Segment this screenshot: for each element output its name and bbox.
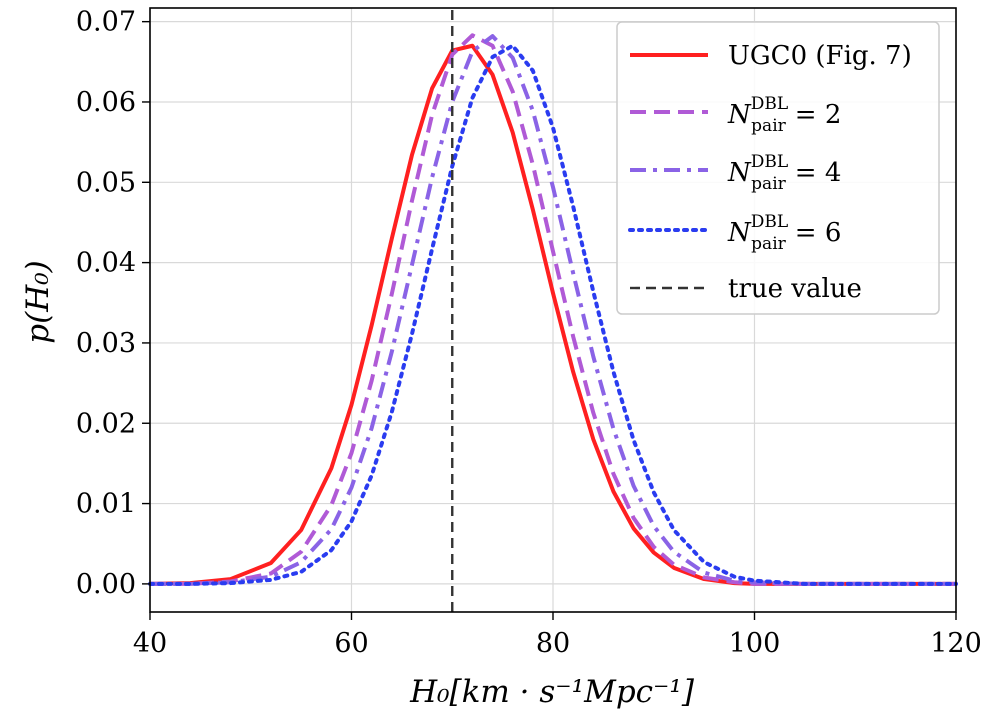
curves: [148, 8, 958, 612]
x-axis-label: H₀[km · s⁻¹Mpc⁻¹]: [409, 674, 695, 710]
legend-box: [616, 21, 940, 315]
x-tick-label: 120: [930, 628, 982, 659]
y-tick-label: 0.02: [76, 408, 136, 439]
x-tick-label: 80: [536, 628, 570, 659]
x-tick-label: 40: [133, 628, 167, 659]
legend-label: true value: [728, 274, 862, 304]
legend: UGC0 (Fig. 7) NDBL pair = 2 NDBL pair = 4 NDBL p…: [616, 21, 940, 315]
legend-label: NDBL pair = 2: [727, 94, 841, 136]
ticks: [142, 20, 957, 620]
legend-label: NDBL pair = 6: [727, 212, 841, 254]
x-tick-label: 100: [729, 628, 781, 659]
legend-label: NDBL pair = 4: [727, 152, 841, 194]
y-tick-label: 0.00: [76, 569, 136, 600]
series-n-pair-dbl-4: [150, 34, 956, 586]
series-n-pair-dbl-2: [150, 33, 956, 586]
y-tick-label: 0.05: [76, 167, 136, 198]
legend-label: UGC0 (Fig. 7): [728, 41, 912, 71]
y-axis-label: p(H₀): [20, 260, 56, 344]
y-tick-label: 0.03: [76, 328, 136, 359]
y-axis-label-text: p(H₀): [20, 260, 56, 344]
x-axis-label-text: H₀[km · s⁻¹Mpc⁻¹]: [409, 674, 695, 710]
y-tick-label: 0.07: [76, 7, 136, 38]
y-tick-label: 0.04: [76, 248, 136, 279]
tick-labels: 40 60 80 100 120 0.00 0.01 0.02 0.03 0.04 0.05 0.06…: [76, 7, 982, 659]
y-tick-label: 0.01: [76, 489, 136, 520]
y-tick-label: 0.06: [76, 87, 136, 118]
series-n-pair-dbl-6: [148, 43, 958, 586]
x-tick-label: 60: [334, 628, 368, 659]
